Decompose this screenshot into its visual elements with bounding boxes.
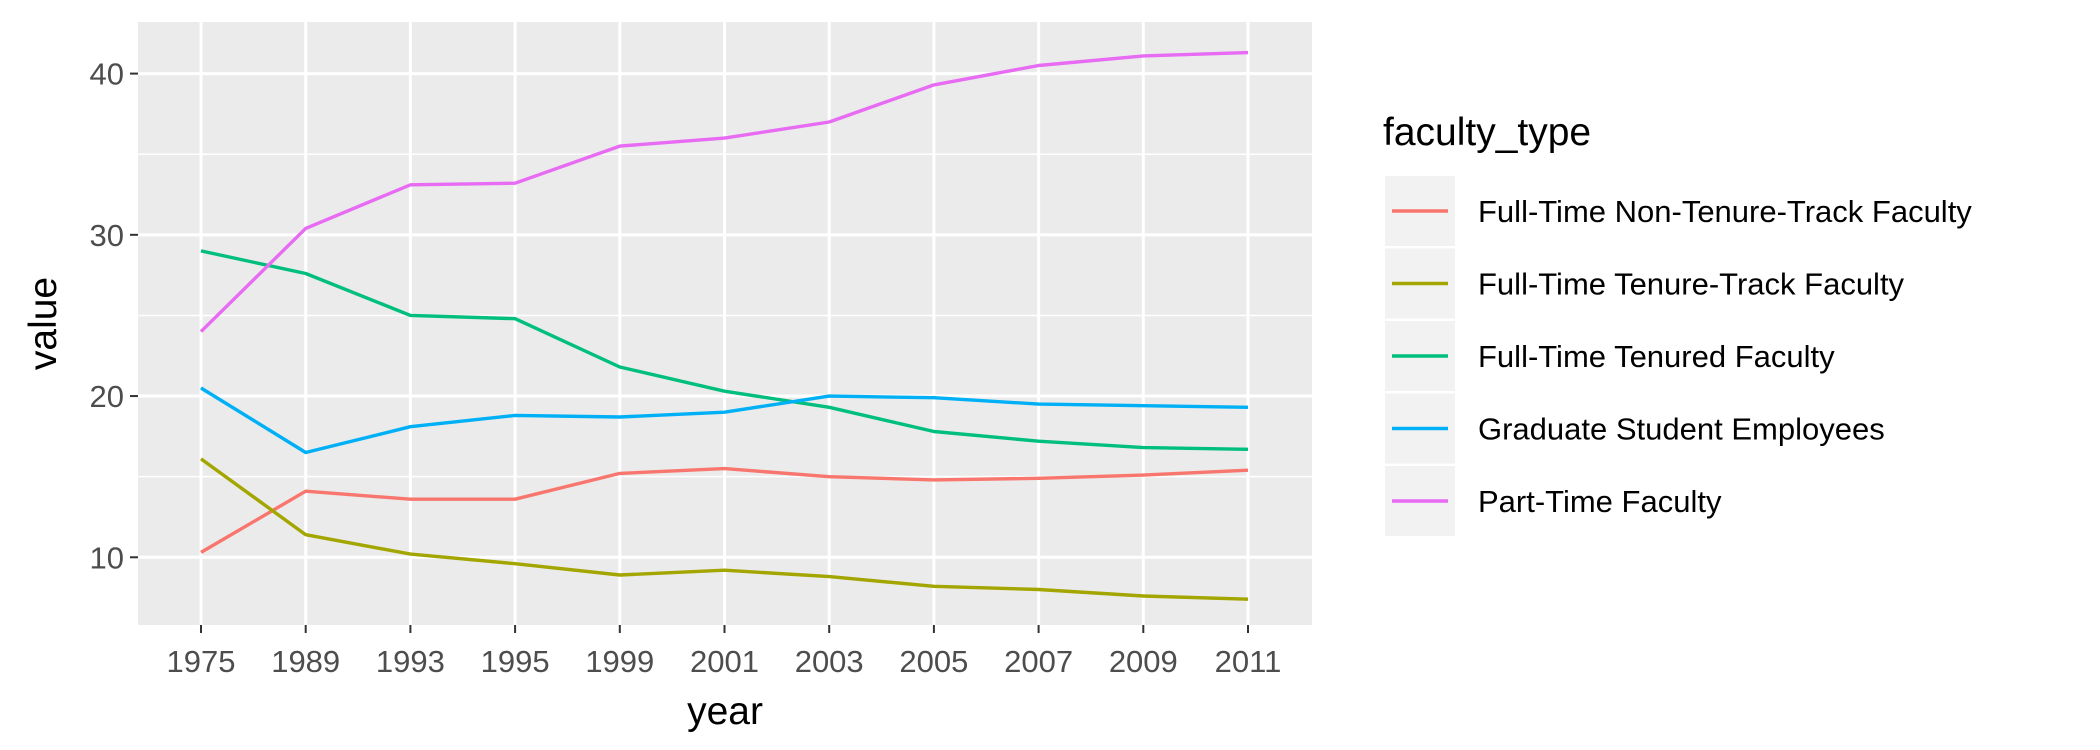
x-tick-label: 2005: [899, 644, 968, 679]
legend-title: faculty_type: [1383, 111, 1591, 154]
legend-label: Full-Time Non-Tenure-Track Faculty: [1478, 194, 1972, 229]
legend-label: Full-Time Tenured Faculty: [1478, 339, 1835, 374]
y-tick-label: 10: [90, 540, 124, 575]
y-tick-label: 30: [90, 218, 124, 253]
legend-label: Graduate Student Employees: [1478, 412, 1885, 447]
x-tick-label: 2003: [795, 644, 864, 679]
grid-major: [138, 22, 1312, 625]
legend-label: Part-Time Faculty: [1478, 484, 1722, 519]
legend-items: Full-Time Non-Tenure-Track Faculty Full-T…: [1385, 176, 1972, 536]
x-tick-label: 1989: [271, 644, 340, 679]
series-line-full-time-tenured-faculty: [200, 249, 1249, 451]
x-tick-label: 1975: [167, 644, 236, 679]
y-axis-title: value: [22, 277, 65, 370]
series-line-full-time-non-tenure-track-faculty: [200, 466, 1249, 554]
series-line-graduate-student-employees: [200, 386, 1249, 455]
x-tick-label: 2011: [1215, 644, 1282, 679]
legend: faculty_type Full-Time Non-Tenure-Track …: [1383, 111, 1972, 536]
series-lines: [199, 50, 1249, 601]
x-tick-label: 2001: [690, 644, 759, 679]
x-tick-label: 1999: [585, 644, 654, 679]
x-tick-label: 2009: [1109, 644, 1178, 679]
series-line-full-time-tenure-track-faculty: [200, 457, 1249, 601]
x-tick-label: 2007: [1004, 644, 1073, 679]
y-axis: 10 20 30 40: [90, 57, 138, 575]
x-tick-label: 1993: [376, 644, 445, 679]
y-tick-label: 40: [90, 57, 124, 92]
series-line-part-time-faculty: [199, 50, 1249, 333]
y-tick-label: 20: [90, 379, 124, 414]
x-axis: 1975 1989 1993 1995 1999 2001 2003 2005 2007 2009…: [167, 625, 1282, 679]
x-tick-label: 1995: [481, 644, 550, 679]
x-axis-title: year: [687, 690, 763, 733]
legend-label: Full-Time Tenure-Track Faculty: [1478, 267, 1905, 302]
